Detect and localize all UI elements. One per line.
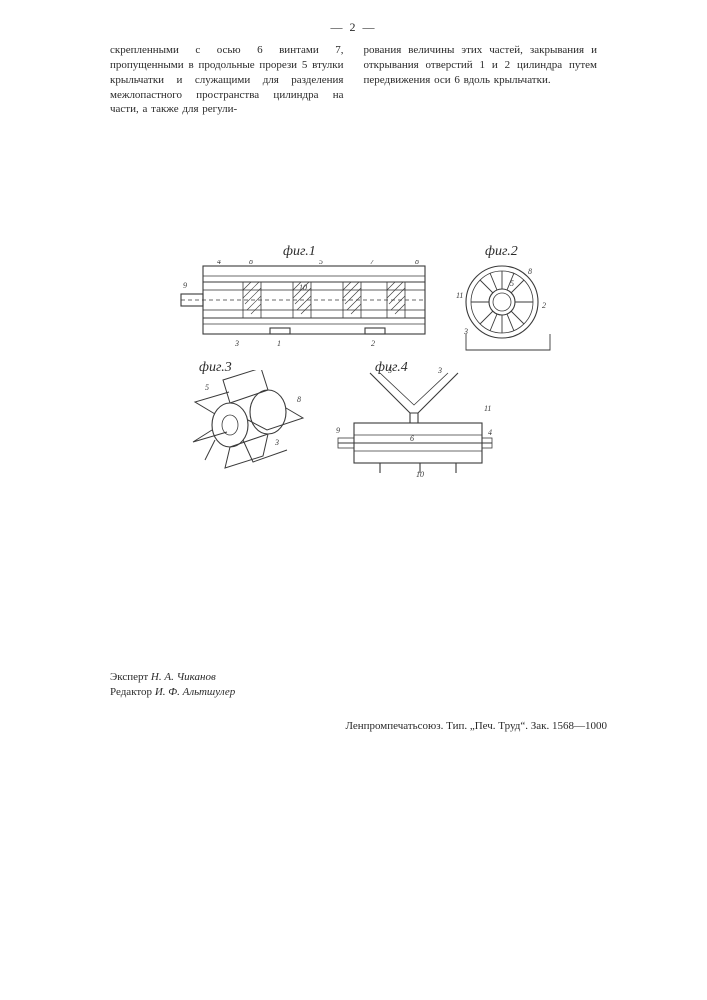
svg-text:10: 10: [416, 470, 424, 479]
svg-text:11: 11: [456, 291, 463, 300]
expert-name: Н. А. Чиканов: [151, 671, 216, 683]
column-2: рования величины этих частей, закрывания…: [364, 43, 598, 117]
svg-text:5: 5: [510, 279, 514, 288]
editor-name: И. Ф. Альтшулер: [155, 686, 235, 698]
svg-text:5: 5: [205, 383, 209, 392]
svg-text:1: 1: [277, 339, 281, 348]
svg-text:3: 3: [274, 438, 279, 447]
svg-text:5: 5: [319, 260, 323, 266]
svg-text:4: 4: [217, 260, 221, 266]
svg-text:6: 6: [410, 434, 414, 443]
svg-text:9: 9: [336, 426, 340, 435]
svg-text:2: 2: [371, 339, 375, 348]
column-1: скрепленными с осью 6 винтами 7, пропуще…: [110, 43, 344, 117]
expert-label: Эксперт: [110, 671, 148, 683]
svg-text:8: 8: [297, 395, 301, 404]
fig1-label: фиг.1: [283, 244, 316, 260]
svg-text:3: 3: [234, 339, 239, 348]
editor-line: Редактор И. Ф. Альтшулер: [110, 685, 235, 700]
svg-text:2: 2: [542, 301, 546, 310]
fig1-drawing: 9 4 8 5 7 8 10 1 2 3: [175, 260, 435, 350]
fig2-drawing: 11 8 2 3 5: [450, 256, 560, 356]
svg-text:7: 7: [370, 260, 375, 266]
svg-text:8: 8: [415, 260, 419, 266]
svg-text:3: 3: [463, 327, 468, 336]
svg-text:8: 8: [249, 260, 253, 266]
editor-label: Редактор: [110, 686, 152, 698]
svg-text:4: 4: [488, 428, 492, 437]
svg-text:3: 3: [437, 366, 442, 375]
body-text-columns: скрепленными с осью 6 винтами 7, пропуще…: [0, 35, 707, 117]
imprint-line: Ленпромпечатьсоюз. Тип. „Печ. Труд“. Зак…: [345, 720, 607, 732]
fig4-drawing: 3 5 11 4 9 6 10: [330, 365, 500, 485]
svg-text:8: 8: [528, 267, 532, 276]
svg-text:11: 11: [484, 404, 491, 413]
fig3-drawing: 5 8 3: [175, 370, 325, 480]
svg-text:9: 9: [183, 281, 187, 290]
svg-text:10: 10: [299, 283, 307, 292]
svg-text:5: 5: [388, 366, 392, 375]
page-number: — 2 —: [0, 0, 707, 35]
expert-line: Эксперт Н. А. Чиканов: [110, 670, 235, 685]
credits-block: Эксперт Н. А. Чиканов Редактор И. Ф. Аль…: [110, 670, 235, 701]
